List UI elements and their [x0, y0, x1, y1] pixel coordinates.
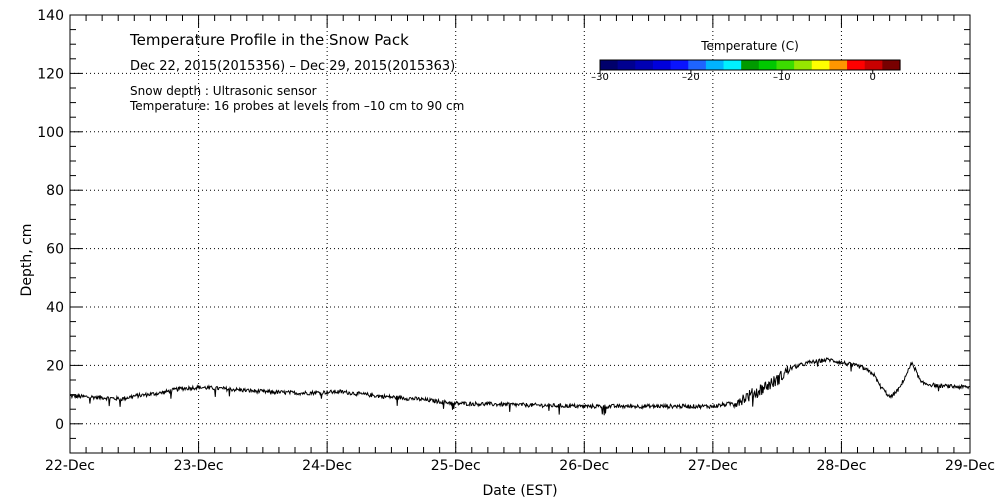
x-axis-label: Date (EST): [482, 483, 557, 499]
x-tick-label: 24-Dec: [302, 458, 352, 474]
colorbar-cell: [794, 60, 813, 70]
x-tick-label: 25-Dec: [431, 458, 481, 474]
x-tick-label: 27-Dec: [688, 458, 738, 474]
colorbar-tick-label: –30: [591, 72, 609, 83]
colorbar-cell: [670, 60, 689, 70]
colorbar-cell: [882, 60, 901, 70]
colorbar-cell: [829, 60, 848, 70]
y-tick-label: 100: [37, 125, 64, 141]
colorbar-title: Temperature (C): [700, 39, 799, 53]
colorbar-cell: [811, 60, 831, 70]
x-tick-labels: 22-Dec 23-Dec 24-Dec 25-Dec 26-Dec 27-Dec 28-D…: [45, 458, 995, 474]
colorbar-cell: [723, 60, 742, 70]
x-tick-label: 29-Dec: [945, 458, 995, 474]
chart-title: Temperature Profile in the Snow Pack: [129, 31, 409, 49]
y-tick-labels: 0 20 40 60 80 100 120 140: [37, 8, 64, 433]
colorbar-cell: [741, 60, 760, 70]
colorbar-cell: [652, 60, 672, 70]
colorbar-cell: [847, 60, 866, 70]
colorbar-tick-label: –10: [773, 72, 791, 83]
colorbar-cell: [635, 60, 654, 70]
colorbar-cell: [758, 60, 778, 70]
colorbar-cell: [705, 60, 725, 70]
x-tick-label: 22-Dec: [45, 458, 95, 474]
chart-subtitle: Dec 22, 2015(2015356) – Dec 29, 2015(201…: [130, 59, 455, 74]
colorbar-tick-label: 0: [870, 72, 876, 83]
y-tick-label: 120: [37, 66, 64, 82]
y-tick-label: 0: [55, 417, 64, 433]
x-tick-label: 28-Dec: [816, 458, 866, 474]
colorbar-cells: [599, 59, 901, 71]
colorbar-labels: –30 –20 –10 0: [591, 70, 876, 83]
y-tick-label: 20: [46, 358, 64, 374]
y-axis-label: Depth, cm: [19, 224, 35, 297]
colorbar-tick-label: –20: [682, 72, 700, 83]
x-tick-label: 26-Dec: [559, 458, 609, 474]
y-tick-label: 40: [46, 300, 64, 316]
y-tick-label: 140: [37, 8, 64, 24]
chart-note-snow-depth: Snow depth : Ultrasonic sensor: [130, 84, 317, 98]
snow-depth-series-line: [69, 357, 971, 416]
colorbar-cell: [617, 60, 636, 70]
x-tick-label: 23-Dec: [174, 458, 224, 474]
colorbar-cell: [688, 60, 707, 70]
y-tick-label: 80: [46, 183, 64, 199]
temperature-colorbar: Temperature (C) –30 –20 –10 0: [591, 39, 901, 83]
series-layer: [69, 357, 971, 416]
colorbar-cell: [776, 60, 795, 70]
colorbar-frame: [599, 59, 901, 71]
plot-frame: [69, 14, 971, 454]
chart-note-temperature: Temperature: 16 probes at levels from –1…: [129, 99, 464, 113]
colorbar-cell: [864, 60, 883, 70]
y-tick-label: 60: [46, 242, 64, 258]
colorbar-cell: [600, 60, 619, 70]
